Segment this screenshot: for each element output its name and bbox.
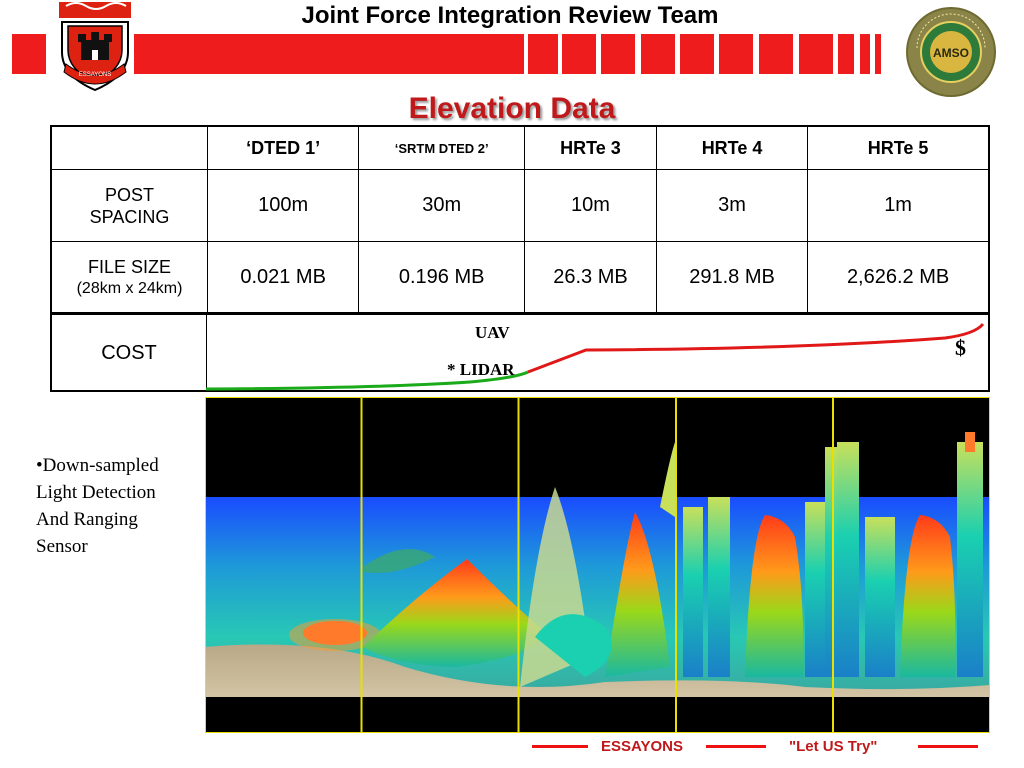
table-row: POST SPACING 100m 30m 10m 3m 1m	[50, 169, 990, 242]
header-accent-bars	[0, 34, 1024, 74]
row-label-text: FILE SIZE	[87, 256, 172, 277]
cost-curve-green-segment	[205, 370, 529, 391]
table-header-cell	[50, 125, 208, 170]
note-line: Light Detection	[36, 482, 156, 503]
table-cell: 26.3 MB	[524, 241, 657, 315]
footer-divider	[706, 745, 766, 748]
footer-divider	[918, 745, 978, 748]
castle-emblem-logo: ESSAYONS	[59, 2, 131, 92]
table-cell: 1m	[807, 169, 990, 242]
table-header-cell: ‘DTED 1’	[206, 125, 360, 170]
lidar-label: * LIDAR	[447, 360, 515, 379]
svg-text:AMSO: AMSO	[933, 46, 969, 60]
table-cell: 30m	[358, 169, 526, 242]
row-label-file-size: FILE SIZE (28km x 24km)	[50, 241, 208, 315]
lidar-note: •Down-sampled Light Detection And Rangin…	[36, 452, 201, 560]
table-row: FILE SIZE (28km x 24km) 0.021 MB 0.196 M…	[50, 241, 990, 315]
footer-divider	[532, 745, 588, 748]
note-line: •Down-sampled	[36, 455, 159, 476]
note-line: Sensor	[36, 536, 88, 557]
table-cell: 2,626.2 MB	[807, 241, 990, 315]
section-title: Elevation Data	[408, 92, 616, 125]
table-header-cell: HRTe 3	[524, 125, 657, 170]
svg-text:ESSAYONS: ESSAYONS	[79, 72, 112, 78]
cost-label: COST	[52, 315, 207, 392]
table-cell: 3m	[655, 169, 809, 242]
amso-seal-logo: AMSO	[906, 7, 996, 97]
table-header-cell: ‘SRTM DTED 2’	[358, 125, 526, 170]
row-label-text: POST SPACING	[89, 184, 170, 227]
table-cell: 291.8 MB	[655, 241, 809, 315]
elevation-table: ‘DTED 1’ ‘SRTM DTED 2’ HRTe 3 HRTe 4 HRT…	[50, 125, 990, 315]
terrain-elevation-image	[205, 397, 990, 733]
table-cell: 0.196 MB	[358, 241, 526, 315]
dollar-label: $	[955, 335, 966, 360]
cost-curve	[205, 322, 985, 391]
table-cell: 10m	[524, 169, 657, 242]
footer-motto-right: "Let US Try"	[789, 738, 878, 755]
row-label-post-spacing: POST SPACING	[50, 169, 208, 242]
table-cell: 100m	[206, 169, 360, 242]
header-title: Joint Force Integration Review Team	[301, 2, 719, 29]
table-header-row: ‘DTED 1’ ‘SRTM DTED 2’ HRTe 3 HRTe 4 HRT…	[50, 125, 990, 170]
note-line: And Ranging	[36, 509, 138, 530]
row-sublabel-text: (28km x 24km)	[76, 279, 183, 297]
table-header-cell: HRTe 4	[655, 125, 809, 170]
footer-motto-left: ESSAYONS	[601, 738, 683, 755]
uav-label: UAV	[475, 323, 510, 342]
cost-row: COST	[50, 312, 990, 392]
table-cell: 0.021 MB	[206, 241, 360, 315]
cost-curve-red-segment	[527, 322, 985, 374]
